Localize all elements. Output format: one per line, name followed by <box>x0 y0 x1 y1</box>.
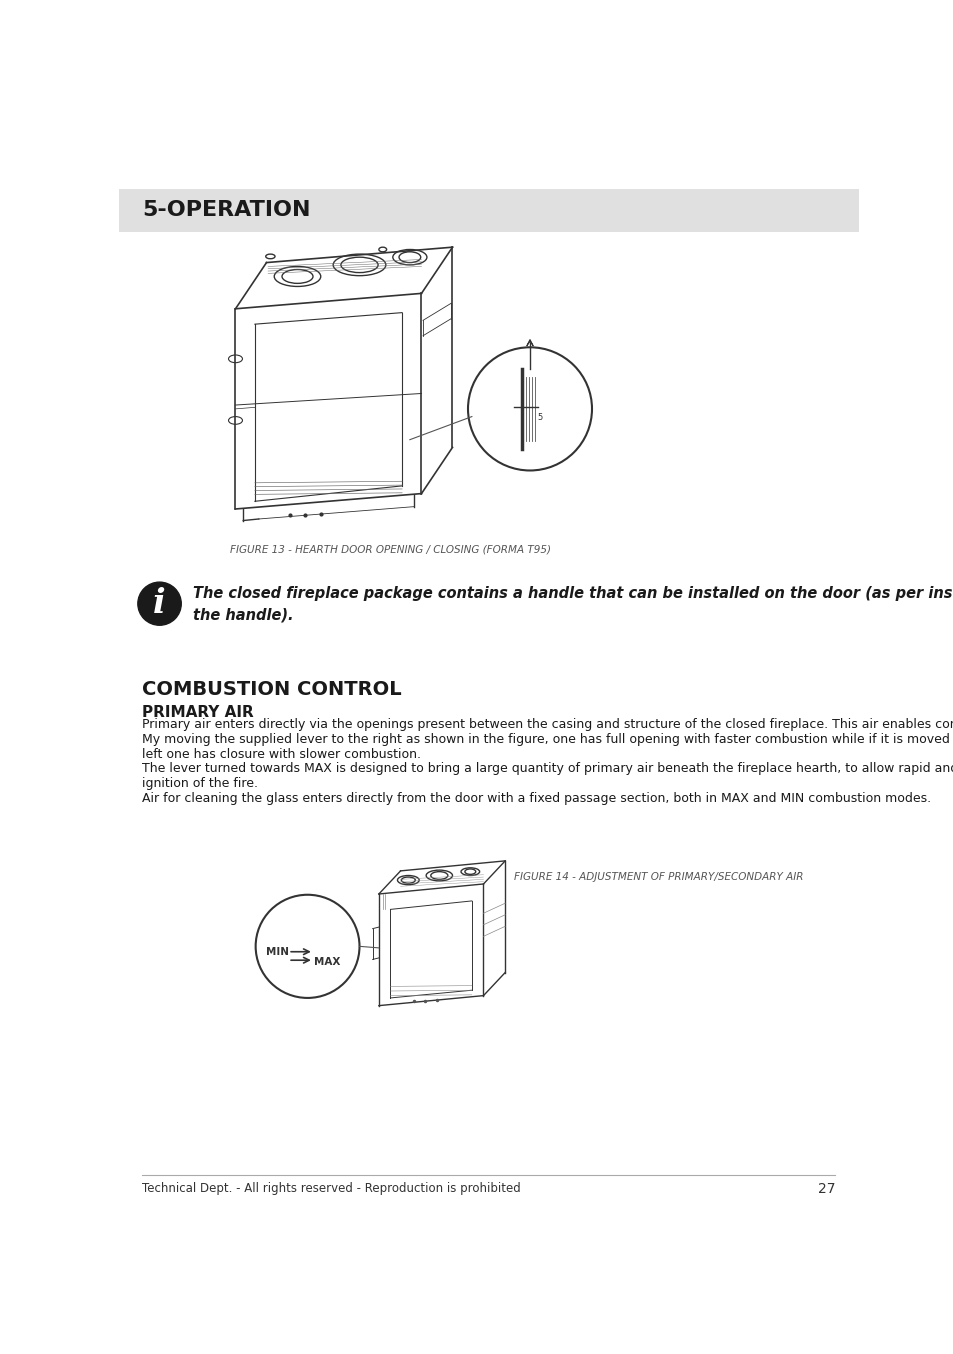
Text: ignition of the fire.: ignition of the fire. <box>142 777 258 789</box>
Text: The closed fireplace package contains a handle that can be installed on the door: The closed fireplace package contains a … <box>193 586 953 623</box>
Text: COMBUSTION CONTROL: COMBUSTION CONTROL <box>142 680 402 699</box>
Text: 5: 5 <box>537 413 542 422</box>
Circle shape <box>137 582 181 626</box>
Text: MIN: MIN <box>266 946 289 957</box>
Text: Technical Dept. - All rights reserved - Reproduction is prohibited: Technical Dept. - All rights reserved - … <box>142 1182 520 1196</box>
Text: The lever turned towards MAX is designed to bring a large quantity of primary ai: The lever turned towards MAX is designed… <box>142 762 953 776</box>
Text: FIGURE 13 - HEARTH DOOR OPENING / CLOSING (FORMA T95): FIGURE 13 - HEARTH DOOR OPENING / CLOSIN… <box>230 544 551 554</box>
Text: left one has closure with slower combustion.: left one has closure with slower combust… <box>142 747 421 761</box>
Text: PRIMARY AIR: PRIMARY AIR <box>142 704 254 719</box>
Text: Air for cleaning the glass enters directly from the door with a fixed passage se: Air for cleaning the glass enters direct… <box>142 792 931 804</box>
Text: MAX: MAX <box>314 957 340 967</box>
Text: My moving the supplied lever to the right as shown in the figure, one has full o: My moving the supplied lever to the righ… <box>142 733 953 746</box>
FancyBboxPatch shape <box>119 190 858 232</box>
Text: FIGURE 14 - ADJUSTMENT OF PRIMARY/SECONDARY AIR: FIGURE 14 - ADJUSTMENT OF PRIMARY/SECOND… <box>514 872 803 883</box>
Text: 5-OPERATION: 5-OPERATION <box>142 200 311 221</box>
Text: Primary air enters directly via the openings present between the casing and stru: Primary air enters directly via the open… <box>142 719 953 731</box>
Text: 27: 27 <box>817 1182 835 1196</box>
Text: i: i <box>153 588 166 620</box>
